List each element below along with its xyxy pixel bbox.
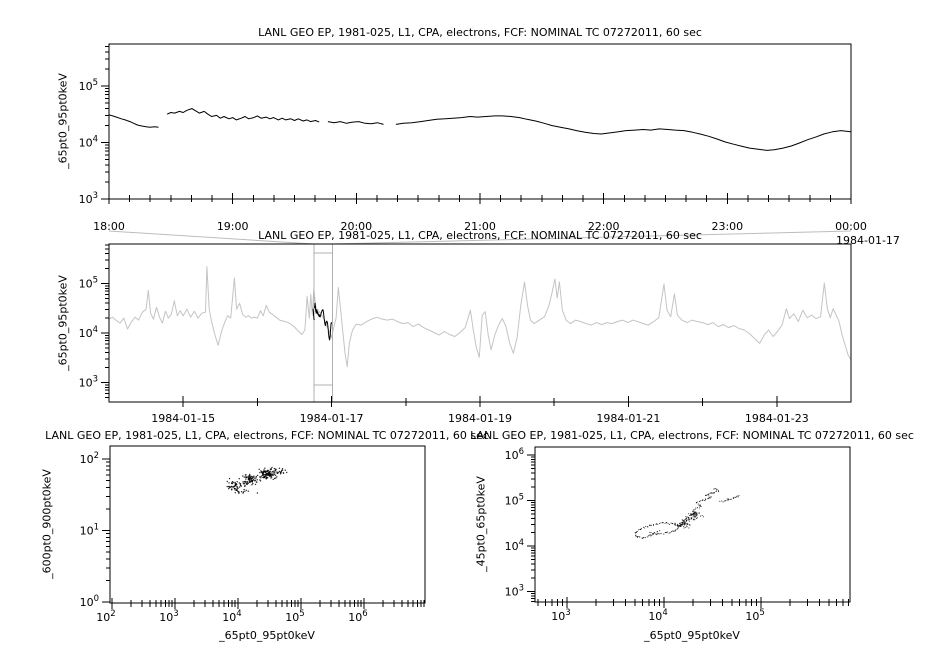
svg-text:101: 101 bbox=[80, 522, 99, 537]
svg-text:100: 100 bbox=[80, 594, 99, 609]
svg-text:104: 104 bbox=[79, 134, 98, 149]
svg-text:21:00: 21:00 bbox=[464, 220, 496, 233]
scatter-points-right bbox=[634, 488, 740, 539]
svg-text:103: 103 bbox=[551, 608, 570, 623]
svg-text:1984-01-21: 1984-01-21 bbox=[596, 412, 660, 425]
y-axis-label-scatter-left: _600pt0_900pt0keV bbox=[40, 469, 54, 579]
svg-text:23:00: 23:00 bbox=[711, 220, 743, 233]
plot-root: 103 104 105 18:00 19:00 20:00 21:00 22:00 23:00 0… bbox=[79, 43, 867, 624]
svg-text:105: 105 bbox=[505, 493, 524, 508]
svg-text:104: 104 bbox=[222, 609, 241, 624]
svg-text:1984-01-23: 1984-01-23 bbox=[745, 412, 809, 425]
panel-title-context: LANL GEO EP, 1981-025, L1, CPA, electron… bbox=[258, 229, 702, 242]
svg-text:102: 102 bbox=[80, 451, 99, 466]
svg-text:103: 103 bbox=[159, 609, 178, 624]
panel-detail[interactable]: 103 104 105 18:00 19:00 20:00 21:00 22:00 23:00 0… bbox=[79, 43, 867, 233]
panel-title-scatter-left: LANL GEO EP, 1981-025, L1, CPA, electron… bbox=[45, 429, 489, 442]
x-axis-date-label: 1984-01-17 bbox=[836, 234, 900, 247]
svg-text:00:00: 00:00 bbox=[835, 220, 867, 233]
y-axis-label-detail: _65pt0_95pt0keV bbox=[56, 73, 70, 169]
panel-title-detail: LANL GEO EP, 1981-025, L1, CPA, electron… bbox=[258, 26, 702, 39]
svg-text:105: 105 bbox=[745, 608, 764, 623]
x-axis-label-scatter-left: _65pt0_95pt0keV bbox=[219, 629, 315, 642]
panel-scatter-left[interactable]: 100 101 102 102 103 104 105 106 bbox=[80, 445, 426, 624]
scatter-points-left bbox=[226, 466, 288, 494]
svg-text:105: 105 bbox=[79, 78, 98, 93]
svg-text:102: 102 bbox=[96, 609, 115, 624]
svg-text:105: 105 bbox=[79, 276, 98, 291]
svg-text:1984-01-15: 1984-01-15 bbox=[151, 412, 215, 425]
svg-text:103: 103 bbox=[79, 374, 98, 389]
svg-text:22:00: 22:00 bbox=[588, 220, 620, 233]
svg-text:106: 106 bbox=[505, 447, 524, 462]
selection-band[interactable] bbox=[313, 244, 333, 402]
x-axis-label-scatter-right: _65pt0_95pt0keV bbox=[644, 629, 740, 642]
svg-text:19:00: 19:00 bbox=[217, 220, 249, 233]
svg-text:104: 104 bbox=[648, 608, 667, 623]
svg-text:103: 103 bbox=[79, 191, 98, 206]
svg-text:104: 104 bbox=[505, 538, 524, 553]
svg-text:20:00: 20:00 bbox=[340, 220, 372, 233]
svg-text:106: 106 bbox=[348, 609, 367, 624]
svg-text:104: 104 bbox=[79, 325, 98, 340]
zoom-connector-lines bbox=[108, 230, 852, 245]
panel-title-scatter-right: LANL GEO EP, 1981-025, L1, CPA, electron… bbox=[470, 429, 914, 442]
svg-text:18:00: 18:00 bbox=[93, 220, 125, 233]
panel-scatter-right[interactable]: 103 104 105 106 103 104 105 bbox=[505, 446, 851, 623]
svg-text:1984-01-19: 1984-01-19 bbox=[448, 412, 512, 425]
y-axis-label-context: _65pt0_95pt0keV bbox=[56, 275, 70, 371]
svg-text:1984-01-17: 1984-01-17 bbox=[300, 412, 364, 425]
y-axis-label-scatter-right: _45pt0_65pt0keV bbox=[474, 476, 488, 572]
svg-text:103: 103 bbox=[505, 584, 524, 599]
svg-text:105: 105 bbox=[285, 609, 304, 624]
panel-context[interactable]: 103 104 105 1984-01-15 1984-01-17 1984-01-19 1… bbox=[79, 243, 852, 425]
